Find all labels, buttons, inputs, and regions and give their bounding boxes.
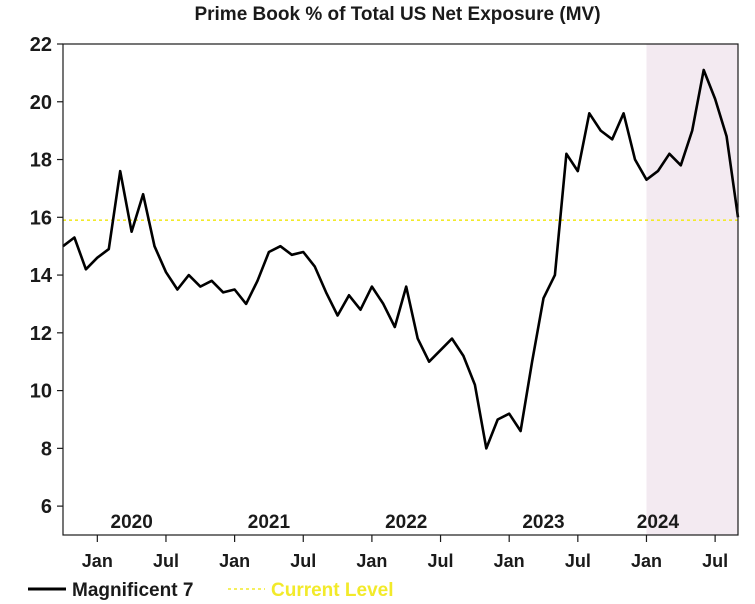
x-tick-label: Jan [356, 551, 387, 571]
y-tick-label: 16 [30, 207, 52, 229]
legend-label-magnificent-7: Magnificent 7 [72, 580, 193, 601]
x-tick-label: Jul [428, 551, 454, 571]
legend: Magnificent 7 Current Level [28, 580, 393, 601]
x-tick-label: Jan [494, 551, 525, 571]
x-tick-label: Jul [565, 551, 591, 571]
year-label: 2023 [522, 512, 564, 533]
x-tick-label: Jul [702, 551, 728, 571]
y-tick-label: 18 [30, 150, 52, 172]
y-tick-label: 12 [30, 323, 52, 345]
y-tick-label: 10 [30, 381, 52, 403]
x-tick-label: Jan [82, 551, 113, 571]
chart-title: Prime Book % of Total US Net Exposure (M… [194, 4, 601, 25]
y-axis: 6 8 10 12 14 16 18 20 22 [30, 34, 63, 518]
y-tick-label: 14 [30, 265, 53, 287]
y-tick-label: 20 [30, 92, 52, 114]
year-label: 2022 [385, 512, 427, 533]
year-label: 2024 [637, 512, 680, 533]
x-tick-label: Jan [219, 551, 250, 571]
x-tick-label: Jul [290, 551, 316, 571]
year-label: 2020 [111, 512, 153, 533]
legend-label-current-level: Current Level [271, 580, 393, 601]
y-tick-label: 22 [30, 34, 52, 56]
magnificent-7-line [62, 68, 740, 450]
year-label: 2021 [248, 512, 291, 533]
x-tick-label: Jan [631, 551, 662, 571]
x-tick-label: Jul [153, 551, 179, 571]
y-tick-label: 6 [41, 496, 52, 518]
y-tick-label: 8 [41, 438, 52, 460]
highlight-band [646, 44, 738, 535]
plot-frame [62, 43, 739, 536]
